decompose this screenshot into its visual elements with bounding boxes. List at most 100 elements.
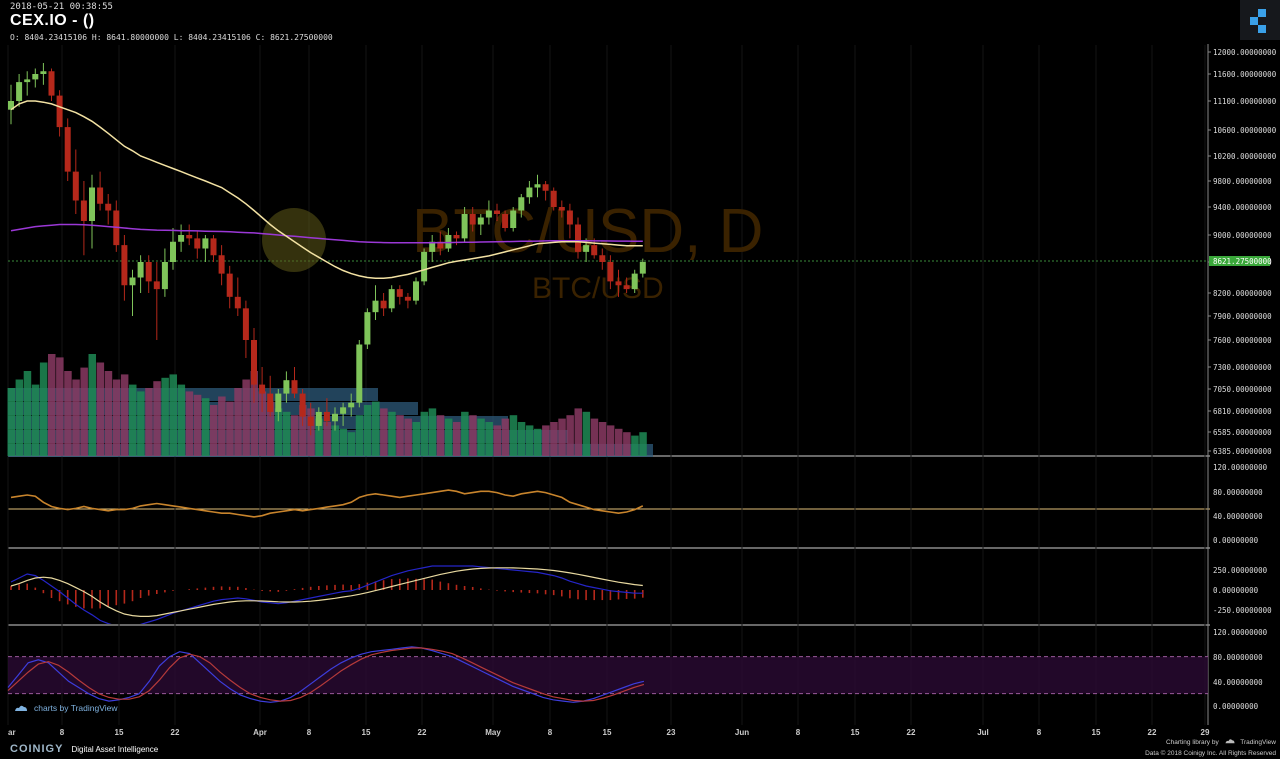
volume-bar (582, 411, 591, 456)
y-tick-label: 7900.00000000 (1213, 312, 1272, 321)
candle-body (591, 245, 598, 256)
tradingview-cloud-icon (14, 704, 28, 712)
volume-bar (185, 391, 194, 456)
candle-body (64, 127, 71, 172)
candle-body (267, 393, 274, 412)
coinigy-logo-icon[interactable] (1240, 0, 1280, 40)
candle-body (542, 184, 549, 191)
volume-bar (64, 371, 72, 456)
candle-body (477, 217, 484, 225)
volume-bar (615, 428, 623, 456)
volume-bar (7, 388, 15, 456)
volume-bar (436, 415, 445, 456)
candle-body (607, 262, 614, 282)
volume-bar (566, 415, 574, 456)
volume-bar (88, 354, 96, 456)
tradingview-credit[interactable]: TradingView (1240, 739, 1276, 746)
candle-body (226, 273, 233, 297)
x-tick-label: 8 (796, 728, 801, 737)
volume-bar (372, 401, 380, 456)
y-tick-label: 9800.00000000 (1213, 177, 1272, 186)
symbol-watermark: BTC/USD, D BTC/USD (412, 197, 763, 305)
watermark-sub: BTC/USD (532, 272, 664, 305)
timestamp: 2018-05-21 00:38:55 (10, 2, 113, 12)
volume-bar (23, 371, 32, 456)
volume-bar (153, 381, 161, 456)
volume-bar (509, 415, 518, 456)
candle-body (97, 187, 104, 204)
candle-body (194, 238, 201, 249)
y-tick-label: 11100.00000000 (1213, 97, 1277, 106)
volume-bar (542, 425, 550, 456)
y-tick-label: 10200.00000000 (1213, 152, 1277, 161)
candle-body (89, 187, 95, 221)
candle-body (631, 273, 638, 290)
tradingview-badge[interactable]: charts by TradingView (14, 703, 117, 713)
candle-body (242, 308, 249, 340)
candle-body (32, 74, 39, 80)
x-tick-label: 8 (60, 728, 65, 737)
volume-bar (331, 425, 339, 456)
candle-body (291, 380, 298, 394)
candle-body (485, 210, 492, 218)
candle-body (413, 281, 419, 301)
stoch-k-line (7, 646, 645, 703)
candle-body (380, 300, 387, 309)
volume-bar (501, 418, 510, 456)
candle-body (494, 210, 500, 214)
volume-bar (15, 379, 24, 456)
candle-body (251, 340, 257, 385)
brand-footer: COINIGY Digital Asset Intelligence (10, 740, 158, 758)
volume-bar (444, 418, 453, 456)
volume-bar (404, 418, 412, 456)
candle-body (566, 210, 573, 225)
candle-body (453, 235, 460, 239)
coinigy-wordmark: COINIGY (10, 743, 64, 755)
volume-bar (177, 384, 186, 456)
volume-bar (453, 422, 461, 456)
macd-tick-label: -250.00000000 (1213, 606, 1272, 615)
candle-body (421, 251, 428, 282)
stoch-tick-label: 40.00000000 (1213, 678, 1263, 687)
volume-bar (258, 391, 267, 456)
candle-body (161, 262, 168, 290)
candle-body (170, 241, 176, 262)
candle-body (558, 207, 565, 211)
volume-bar (218, 396, 226, 456)
candle-body (283, 380, 290, 394)
x-tick-label: 22 (907, 728, 916, 737)
ema-fast-line (10, 100, 643, 280)
x-tick-label: ar (8, 728, 16, 737)
candle-body (404, 296, 411, 301)
candle-body (315, 411, 322, 426)
rsi-tick-label: 80.00000000 (1213, 488, 1263, 497)
moving-averages (10, 100, 643, 280)
y-tick-label: 11600.00000000 (1213, 70, 1277, 79)
volume-bar (48, 354, 56, 456)
volume-bar (226, 401, 234, 456)
candle-body (259, 384, 266, 394)
volume-bar (534, 428, 542, 456)
y-tick-label: 6585.00000000 (1213, 428, 1272, 437)
x-tick-label: 8 (307, 728, 312, 737)
volume-bar (606, 425, 615, 456)
volume-bar (72, 379, 80, 456)
copyright-text: Data © 2018 Coinigy Inc. All Rights Rese… (1145, 750, 1276, 757)
ohlc-readout: O: 8404.23415106 H: 8641.80000000 L: 840… (10, 33, 333, 42)
volume-bar (242, 379, 250, 456)
candle-body (364, 312, 371, 345)
candle-body (48, 71, 55, 96)
macd-line (10, 565, 643, 624)
candle-body (429, 241, 436, 252)
candle-body (16, 82, 23, 101)
y-tick-label: 7050.00000000 (1213, 385, 1272, 394)
stoch-d-line (7, 647, 645, 702)
candle-body (615, 281, 622, 286)
x-tick-label: 29 (1201, 728, 1210, 737)
volume-bar (461, 411, 469, 456)
tradingview-cloud-icon (1224, 737, 1236, 744)
volume-bar (396, 415, 404, 456)
volume-bar (347, 432, 356, 456)
candle-body (307, 416, 314, 426)
